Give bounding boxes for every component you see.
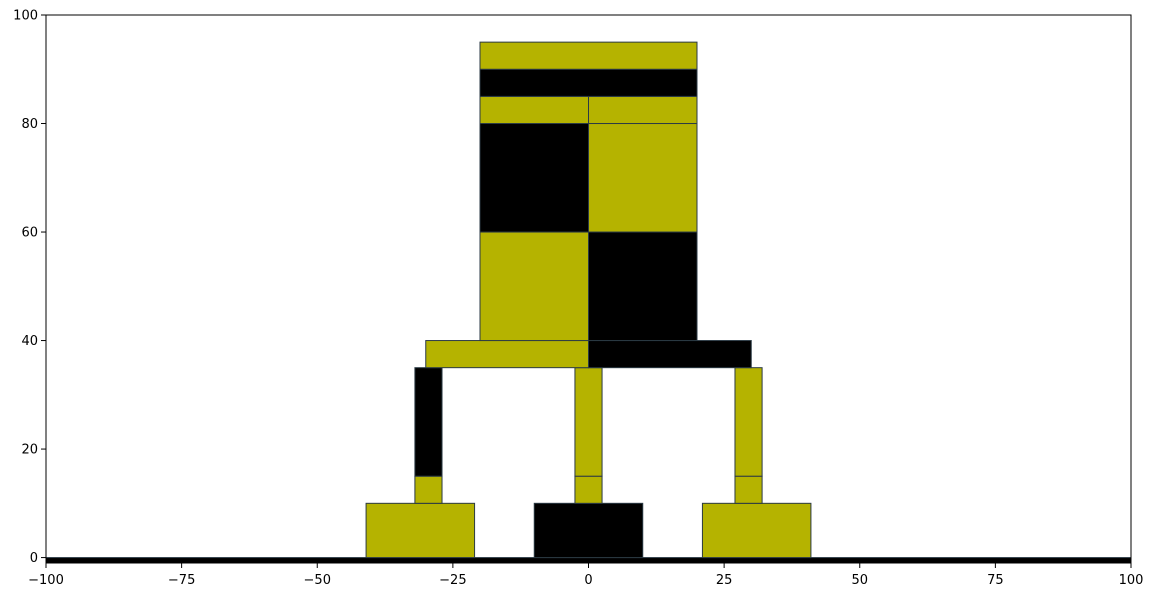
rect-8 [574, 367, 603, 477]
x-tick-label: 100 [1119, 573, 1144, 588]
rect-16 [479, 95, 589, 125]
x-tick-label: 50 [851, 573, 868, 588]
rectangles-layer [45, 41, 1132, 564]
x-tick-label: −100 [28, 573, 64, 588]
x-tick-label: 75 [987, 573, 1004, 588]
rect-1 [365, 502, 476, 559]
y-tick-label: 80 [21, 117, 38, 132]
x-axis: −100 −75 −50 −25 0 25 50 75 100 [28, 563, 1143, 588]
rect-13 [588, 231, 698, 342]
rect-0 [45, 557, 1132, 564]
rect-2 [533, 502, 644, 559]
y-tick-label: 100 [13, 9, 38, 24]
rect-17 [588, 95, 698, 125]
rect-15 [588, 123, 698, 233]
rect-11 [588, 340, 752, 369]
rect-4 [414, 475, 443, 504]
y-axis: 0 20 40 60 80 100 [13, 9, 46, 566]
y-tick-label: 0 [30, 551, 38, 566]
rect-18 [479, 68, 698, 97]
rect-19 [479, 41, 698, 70]
rect-12 [479, 231, 589, 342]
rect-6 [734, 475, 763, 504]
x-tick-label: −75 [168, 573, 195, 588]
rect-5 [574, 475, 603, 504]
y-tick-label: 60 [21, 226, 38, 241]
rect-7 [414, 367, 443, 477]
x-tick-label: −25 [439, 573, 466, 588]
rect-14 [479, 123, 589, 233]
x-tick-label: 0 [584, 573, 592, 588]
x-tick-label: −50 [304, 573, 331, 588]
x-tick-label: 25 [716, 573, 733, 588]
y-tick-label: 40 [21, 334, 38, 349]
rect-3 [701, 502, 812, 559]
rect-9 [734, 367, 763, 477]
y-tick-label: 20 [21, 443, 38, 458]
rect-10 [425, 340, 589, 369]
